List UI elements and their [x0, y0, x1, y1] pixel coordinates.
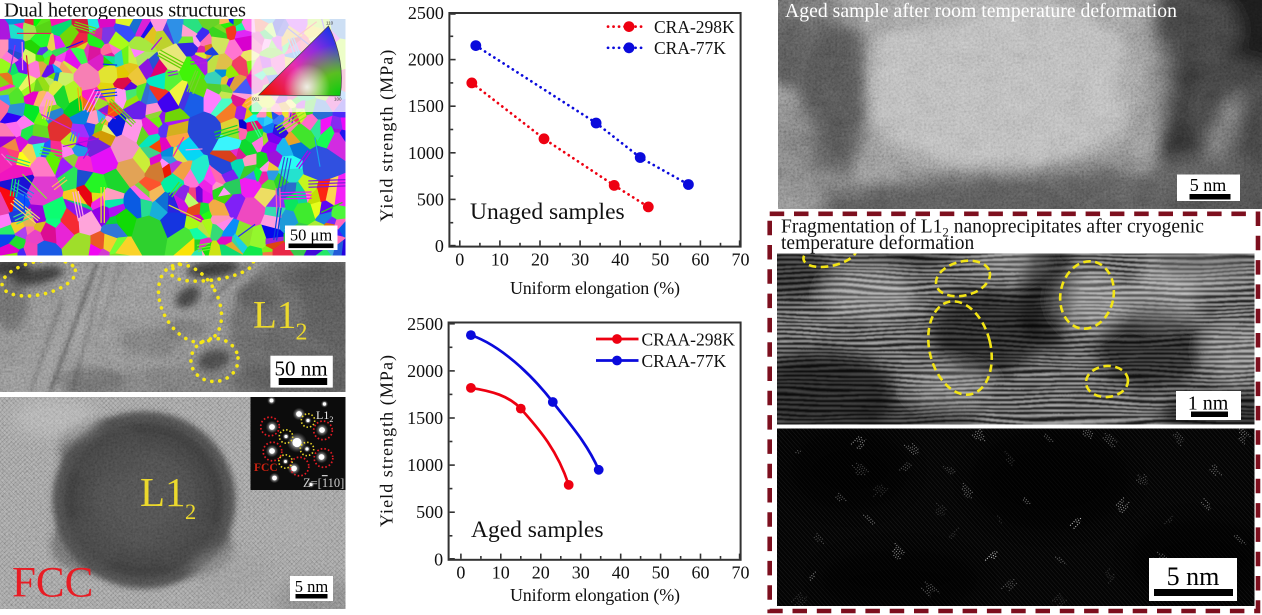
svg-text:Yield strength (MPa): Yield strength (MPa): [377, 50, 398, 222]
svg-text:Uniform elongation (%): Uniform elongation (%): [510, 278, 680, 299]
svg-text:110: 110: [326, 21, 334, 26]
svg-text:2: 2: [296, 320, 308, 346]
svg-text:50 μm: 50 μm: [290, 226, 332, 245]
svg-text:30: 30: [572, 563, 590, 583]
svg-text:Fragmentation of L12 nanopreci: Fragmentation of L12 nanoprecipitates af…: [781, 217, 1204, 240]
svg-text:60: 60: [692, 563, 710, 583]
svg-text:Dual heterogeneous structures: Dual heterogeneous structures: [4, 0, 246, 22]
svg-text:001: 001: [252, 97, 260, 102]
svg-text:FCC: FCC: [12, 560, 93, 607]
svg-text:1000: 1000: [407, 455, 443, 475]
svg-text:Yield strength (MPa): Yield strength (MPa): [377, 355, 398, 527]
svg-text:0: 0: [455, 249, 464, 269]
svg-text:100: 100: [334, 97, 342, 102]
svg-text:CRAA-298K: CRAA-298K: [642, 329, 736, 349]
svg-text:temperature deformation: temperature deformation: [781, 233, 975, 254]
svg-text:1500: 1500: [408, 96, 444, 116]
svg-text:10: 10: [492, 563, 510, 583]
svg-text:Aged sample after room tempera: Aged sample after room temperature defor…: [785, 0, 1177, 22]
svg-text:30: 30: [571, 249, 589, 269]
svg-text:500: 500: [416, 502, 443, 522]
svg-text:Uniform elongation (%): Uniform elongation (%): [510, 585, 680, 606]
svg-text:5 nm: 5 nm: [1167, 562, 1220, 591]
svg-text:2000: 2000: [407, 361, 443, 381]
svg-text:0: 0: [434, 549, 443, 569]
svg-text:40: 40: [611, 249, 629, 269]
svg-text:0: 0: [456, 563, 465, 583]
svg-text:40: 40: [612, 563, 630, 583]
svg-text:5 nm: 5 nm: [295, 577, 329, 596]
svg-text:10: 10: [491, 249, 509, 269]
svg-text:L1: L1: [253, 294, 296, 337]
svg-text:2500: 2500: [407, 314, 443, 334]
svg-text:Unaged samples: Unaged samples: [470, 199, 625, 225]
svg-text:500: 500: [417, 189, 444, 209]
svg-text:L1: L1: [140, 469, 186, 515]
svg-text:1 nm: 1 nm: [1188, 393, 1229, 415]
svg-text:20: 20: [531, 249, 549, 269]
svg-text:CRA-77K: CRA-77K: [654, 38, 726, 58]
svg-text:0: 0: [435, 236, 444, 256]
svg-text:50: 50: [651, 249, 669, 269]
svg-text:Aged samples: Aged samples: [471, 517, 604, 543]
svg-text:Z=[110]: Z=[110]: [303, 476, 344, 490]
svg-text:50 nm: 50 nm: [274, 357, 327, 381]
svg-text:70: 70: [732, 249, 750, 269]
svg-text:CRAA-77K: CRAA-77K: [642, 351, 727, 371]
svg-text:50: 50: [652, 563, 670, 583]
svg-text:60: 60: [691, 249, 709, 269]
svg-text:5 nm: 5 nm: [1190, 175, 1227, 195]
svg-text:2500: 2500: [408, 3, 444, 23]
svg-text:CRA-298K: CRA-298K: [654, 17, 735, 37]
svg-text:1000: 1000: [408, 143, 444, 163]
svg-text:FCC: FCC: [254, 462, 278, 474]
svg-text:L12: L12: [316, 408, 333, 424]
svg-text:70: 70: [732, 563, 750, 583]
svg-text:20: 20: [532, 563, 550, 583]
svg-text:2000: 2000: [408, 50, 444, 70]
svg-text:2: 2: [185, 499, 196, 524]
svg-text:1500: 1500: [407, 408, 443, 428]
